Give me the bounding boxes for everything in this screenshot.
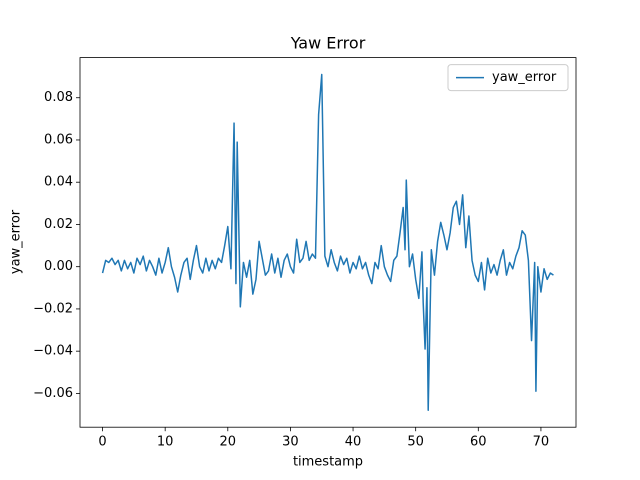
legend-box — [447, 64, 569, 92]
x-tick-label: 20 — [220, 435, 237, 450]
y-tick-label: 0.08 — [44, 90, 73, 105]
y-tick-label: −0.06 — [33, 386, 73, 401]
legend-label: yaw_error — [492, 70, 557, 85]
x-tick-label: 0 — [98, 435, 106, 450]
y-tick-label: −0.02 — [33, 301, 73, 316]
x-tick-label: 40 — [345, 435, 362, 450]
y-axis-label: yaw_error — [9, 209, 24, 274]
chart-title: Yaw Error — [290, 34, 366, 53]
y-tick-label: 0.04 — [44, 175, 73, 190]
x-tick-label: 30 — [282, 435, 299, 450]
y-tick-label: 0.02 — [44, 217, 73, 232]
y-tick-label: 0.06 — [44, 132, 73, 147]
y-tick-label: −0.04 — [33, 344, 73, 359]
x-axis-label: timestamp — [293, 455, 363, 470]
axes-frame — [79, 57, 577, 428]
y-tick-label: 0.00 — [44, 259, 73, 274]
x-tick-label: 50 — [407, 435, 424, 450]
x-tick-label: 70 — [533, 435, 550, 450]
x-tick-label: 10 — [157, 435, 174, 450]
x-tick-label: 60 — [470, 435, 487, 450]
data-line — [101, 73, 554, 412]
